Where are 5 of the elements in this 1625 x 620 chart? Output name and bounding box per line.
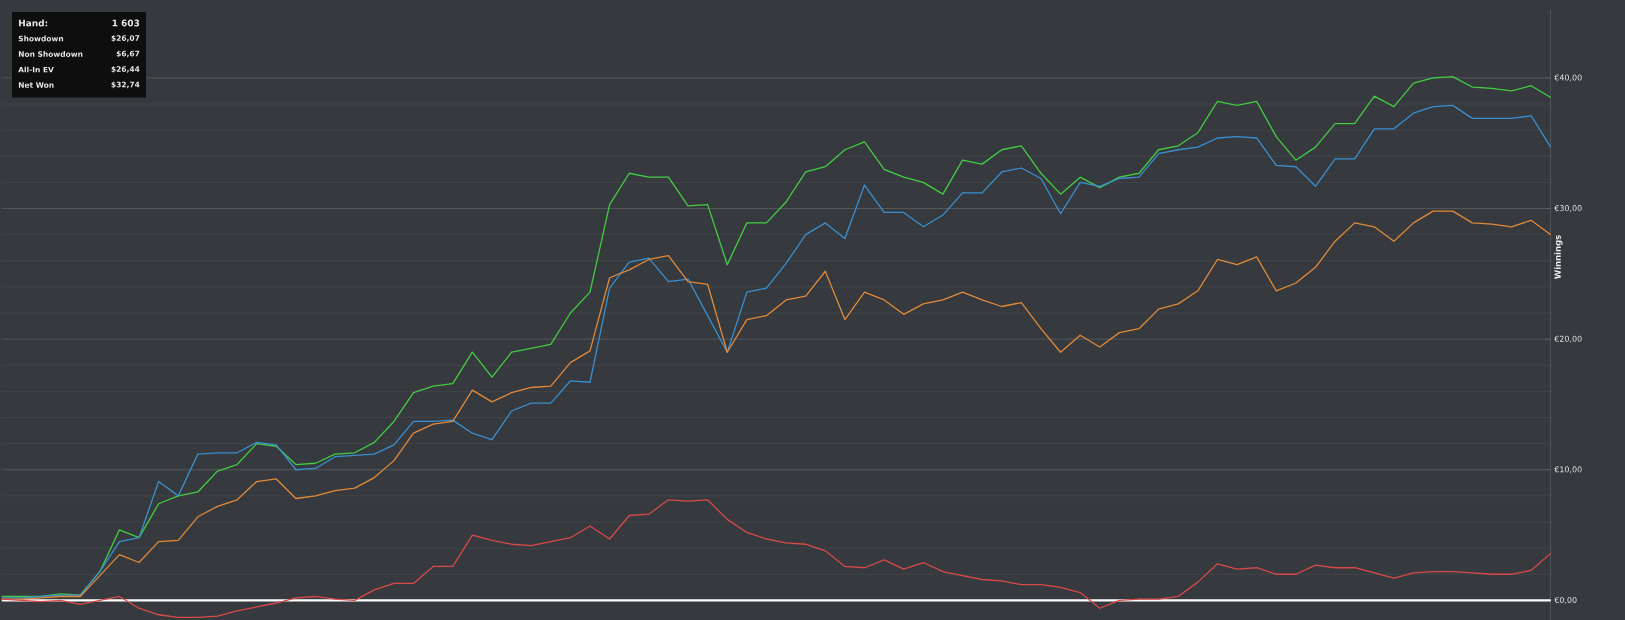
annotation: Hand: bbox=[19, 19, 48, 27]
annotation: 1 603 bbox=[112, 19, 140, 27]
y-axis-title: Winnings bbox=[1554, 235, 1563, 279]
line-series bbox=[1, 210, 1552, 600]
line-series bbox=[1, 499, 1552, 618]
